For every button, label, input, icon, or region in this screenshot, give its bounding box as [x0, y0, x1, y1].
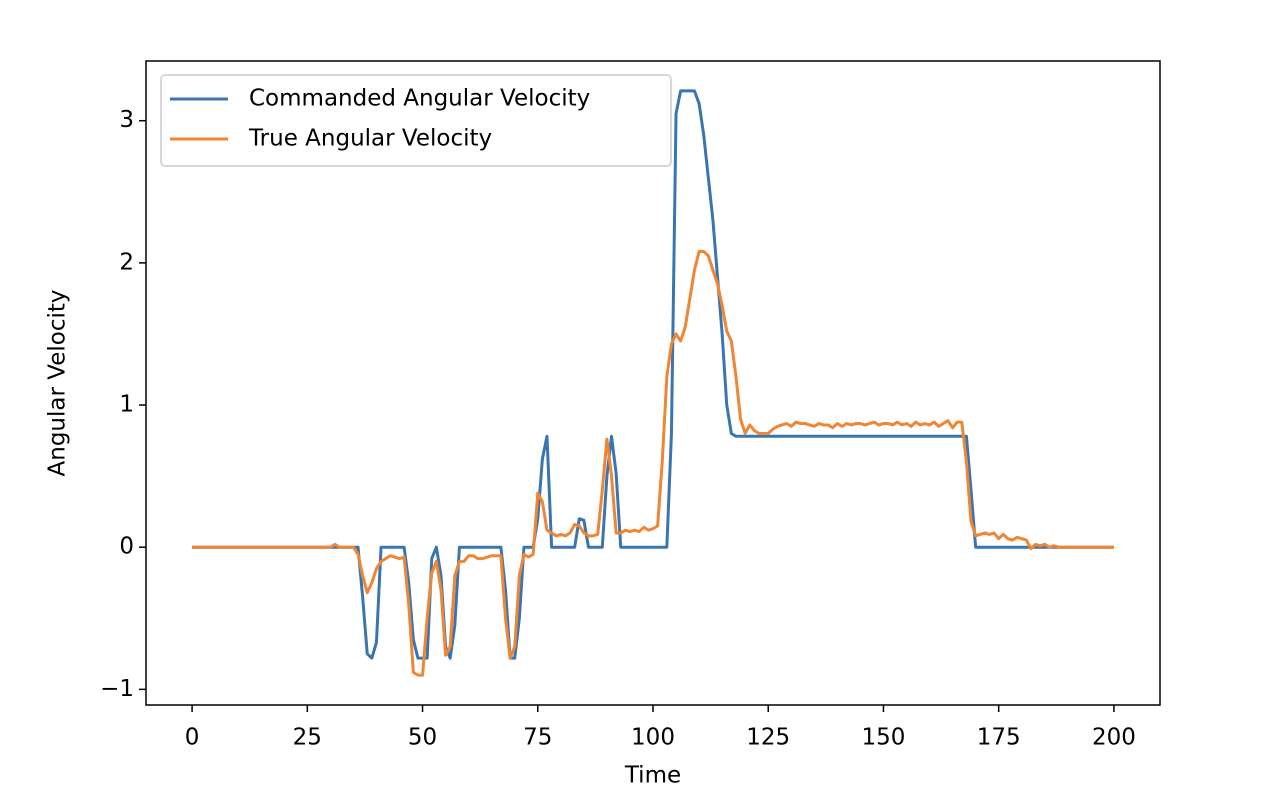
- x-tick-label: 25: [293, 725, 322, 751]
- series-line: [192, 250, 1114, 677]
- y-tick-label: 2: [119, 249, 134, 275]
- y-tick-label: 3: [119, 107, 134, 133]
- x-tick-label: 150: [862, 725, 906, 751]
- x-tick-label: 75: [523, 725, 552, 751]
- x-tick-label: 200: [1092, 725, 1136, 751]
- x-axis-label: Time: [624, 763, 681, 789]
- y-tick-label: −1: [100, 676, 134, 702]
- y-axis-label: Angular Velocity: [45, 290, 71, 477]
- x-tick-label: 50: [408, 725, 437, 751]
- legend-label: Commanded Angular Velocity: [249, 86, 590, 112]
- x-tick-label: 125: [746, 725, 790, 751]
- x-tick-label: 175: [977, 725, 1021, 751]
- plot-frame: [145, 60, 1161, 706]
- legend-box: [160, 74, 672, 167]
- x-tick-label: 100: [631, 725, 675, 751]
- legend-label: True Angular Velocity: [248, 126, 492, 152]
- series-line: [192, 89, 1114, 660]
- y-tick-label: 0: [119, 534, 134, 560]
- y-tick-label: 1: [119, 392, 134, 418]
- x-tick-label: 0: [185, 725, 200, 751]
